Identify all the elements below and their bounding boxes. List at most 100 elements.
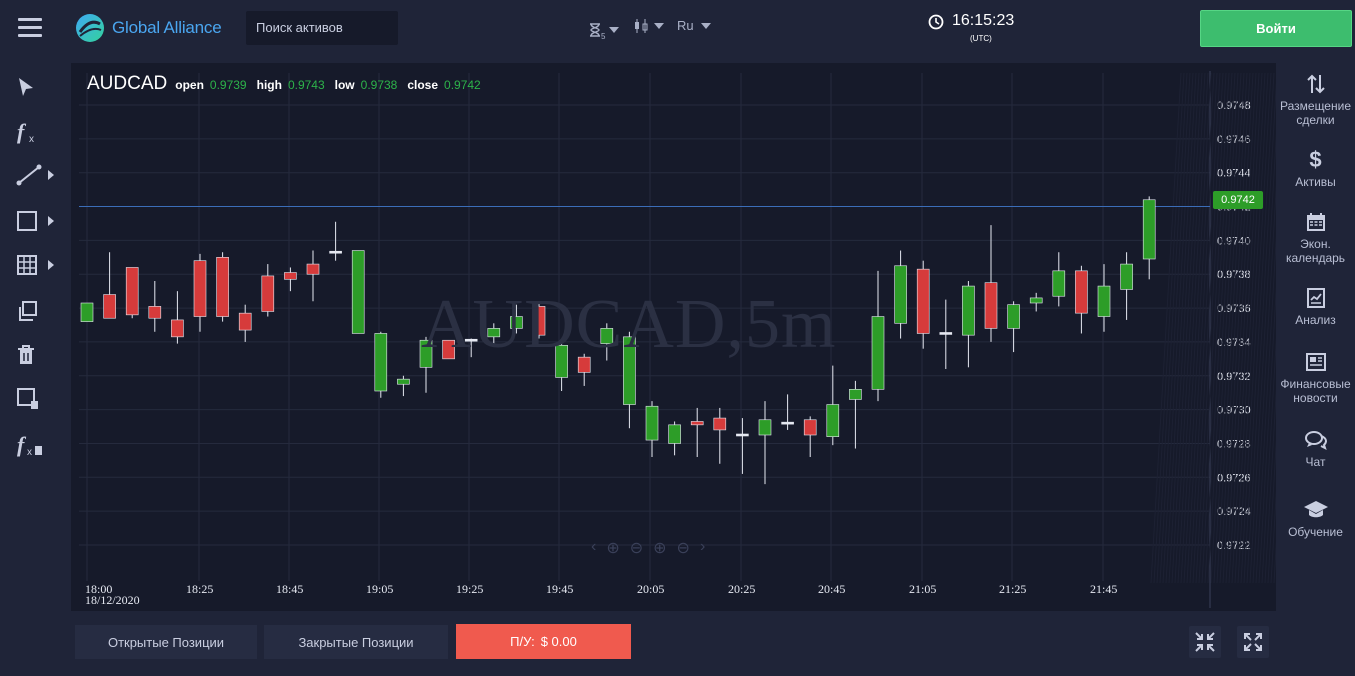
fibonacci-tool[interactable] xyxy=(16,250,56,280)
pnl-display: П/У: $ 0.00 xyxy=(456,624,631,659)
hatch-line xyxy=(1267,438,1276,584)
candle-body xyxy=(171,319,184,338)
menu-icon[interactable] xyxy=(18,18,42,38)
scroll-right-icon[interactable]: › xyxy=(699,538,706,555)
candle-body xyxy=(261,275,275,312)
x-tick-label: 19:25 xyxy=(456,582,483,596)
candlestick-chart[interactable]: 0.97480.97460.97440.97420.97400.97380.97… xyxy=(71,63,1276,611)
zoom-in-icon[interactable]: ⊕ xyxy=(606,540,620,557)
cursor-tool[interactable] xyxy=(16,72,56,102)
current-price-tag: 0.9742 xyxy=(1213,191,1263,209)
hatch-line xyxy=(1237,72,1269,584)
pointer-icon xyxy=(19,78,33,96)
menu-calendar[interactable]: Экон. календарь xyxy=(1276,209,1355,265)
x-tick-label: 20:25 xyxy=(728,582,755,596)
menu-education[interactable]: Обучение xyxy=(1276,497,1355,539)
candle-body xyxy=(894,265,907,324)
tab-open-positions[interactable]: Открытые Позиции xyxy=(75,625,257,659)
server-clock: 16:15:23 (UTC) xyxy=(928,12,1014,43)
candle-body xyxy=(758,419,772,436)
collapse-button[interactable] xyxy=(1189,626,1221,658)
svg-text:f: f xyxy=(17,432,27,457)
candle-body xyxy=(442,339,455,360)
chart-type-selector[interactable] xyxy=(634,18,664,34)
hatch-line xyxy=(1162,72,1194,584)
menu-assets-label: Активы xyxy=(1295,175,1336,189)
ohlc-close-label: close xyxy=(407,78,439,92)
x-tick-label: 18:00 xyxy=(85,582,112,596)
candle-body xyxy=(397,378,410,385)
menu-trade[interactable]: Размещение сделки xyxy=(1276,71,1355,127)
logo-icon xyxy=(76,14,104,42)
shape-tool[interactable] xyxy=(16,206,56,236)
scroll-left-icon[interactable]: ‹ xyxy=(591,538,597,555)
ohlc-low-value: 0.9738 xyxy=(360,78,398,92)
hatch-line xyxy=(1201,72,1233,584)
language-selector[interactable]: Ru xyxy=(677,18,711,33)
logo[interactable]: Global Alliance xyxy=(74,12,222,44)
zoom-out-alt-icon[interactable]: ⊖ xyxy=(676,540,690,557)
x-tick-label: 21:05 xyxy=(909,582,936,596)
candle-body xyxy=(216,257,229,317)
y-tick-label: 0.9732 xyxy=(1217,371,1251,383)
menu-analysis[interactable]: Анализ xyxy=(1276,285,1355,327)
candle-body xyxy=(736,433,749,437)
hatch-line xyxy=(1156,72,1188,584)
news-icon xyxy=(1305,353,1326,371)
search-input[interactable]: Поиск активов xyxy=(246,11,398,45)
svg-text:x: x xyxy=(29,134,34,145)
menu-chat[interactable]: Чат xyxy=(1276,427,1355,469)
hatch-line xyxy=(1174,72,1206,584)
candle-body xyxy=(849,389,862,400)
menu-assets[interactable]: $ Активы xyxy=(1276,147,1355,189)
hatch-line xyxy=(1165,72,1197,584)
hatch-line xyxy=(1177,72,1209,584)
candle-body xyxy=(125,267,139,316)
candle-body xyxy=(1052,270,1066,297)
ohlc-open-label: open xyxy=(175,78,204,92)
candle-body xyxy=(871,316,885,390)
zoom-in-alt-icon[interactable]: ⊕ xyxy=(653,540,667,557)
graduation-cap-icon xyxy=(1303,501,1328,518)
x-tick-label: 19:05 xyxy=(366,582,393,596)
rectangle-icon xyxy=(17,211,37,231)
hatch-line xyxy=(1231,72,1263,584)
candle-body xyxy=(1097,285,1111,317)
fullscreen-button[interactable] xyxy=(1237,626,1269,658)
timeframe-selector[interactable]: 5 xyxy=(589,18,620,41)
line-tool[interactable] xyxy=(16,160,56,190)
candle-body xyxy=(668,424,681,444)
pnl-label: П/У: xyxy=(510,634,535,649)
login-button[interactable]: Войти xyxy=(1200,10,1352,47)
candle-body xyxy=(464,338,478,342)
menu-news[interactable]: Финансовые новости xyxy=(1276,349,1355,405)
delete-shapes-tool[interactable] xyxy=(16,384,56,414)
ohlc-legend: AUDCAD open 0.9739 high 0.9743 low 0.9738 c… xyxy=(87,73,487,95)
hatch-line xyxy=(1180,72,1212,584)
menu-analysis-label: Анализ xyxy=(1295,313,1336,327)
menu-trade-label: Размещение сделки xyxy=(1280,99,1351,127)
analysis-icon xyxy=(1306,288,1325,308)
ohlc-high-value: 0.9743 xyxy=(287,78,325,92)
ohlc-close-value: 0.9742 xyxy=(444,78,481,92)
zoom-out-icon[interactable]: ⊖ xyxy=(629,540,644,557)
delete-drawings-tool[interactable] xyxy=(16,340,56,370)
candle-body xyxy=(690,421,704,426)
hatch-line xyxy=(1213,72,1245,584)
x-tick-label: 19:45 xyxy=(546,582,573,596)
candle-body xyxy=(510,316,523,329)
hatch-line xyxy=(1228,72,1260,584)
expand-arrow-icon xyxy=(48,260,54,270)
price-chart[interactable]: 0.97480.97460.97440.97420.97400.97380.97… xyxy=(71,63,1276,611)
menu-news-label: Финансовые новости xyxy=(1280,377,1351,405)
tab-closed-positions[interactable]: Закрытые Позиции xyxy=(264,625,448,659)
trendline-icon xyxy=(16,164,42,186)
y-tick-label: 0.9744 xyxy=(1217,168,1251,180)
clone-tool[interactable] xyxy=(16,296,56,326)
hatch-line xyxy=(1246,81,1276,584)
hatch-line xyxy=(1264,387,1276,584)
